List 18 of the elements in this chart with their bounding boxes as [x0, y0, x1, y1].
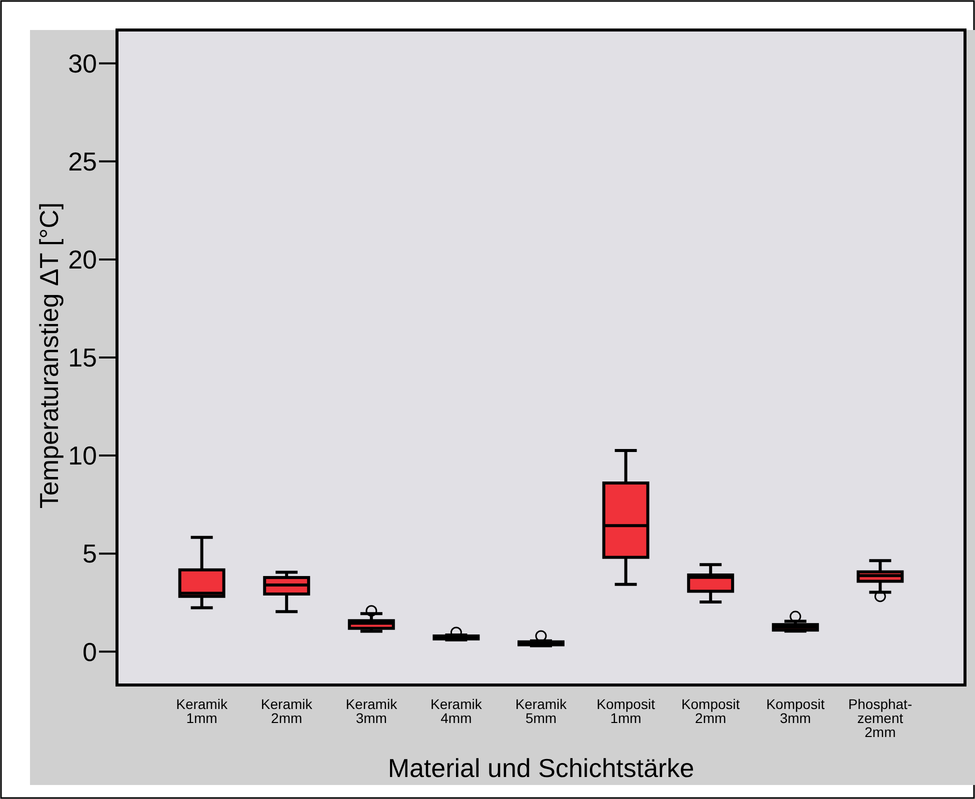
y-tick-label: 5	[82, 538, 97, 569]
y-tick-label: 0	[82, 636, 97, 667]
x-tick-label: Keramik 3mm	[346, 696, 398, 726]
x-tick-label: Keramik 4mm	[430, 696, 483, 726]
x-tick-label: Komposit 3mm	[766, 696, 825, 726]
x-tick-label: Phosphat- zement 2mm	[848, 696, 912, 740]
x-axis-title: Material und Schichtstärke	[388, 753, 694, 783]
y-tick-label: 30	[68, 48, 97, 78]
x-tick-label: Keramik 1mm	[176, 696, 228, 726]
y-tick-label: 20	[68, 244, 97, 275]
y-tick-label: 25	[68, 146, 97, 176]
x-tick-label: Keramik 2mm	[260, 696, 314, 726]
x-tick-label: Keramik 5mm	[515, 696, 568, 726]
y-tick-label: 10	[68, 440, 97, 471]
y-tick-label: 15	[68, 342, 97, 373]
y-axis-title: Temperaturanstieg ΔT [°C]	[34, 202, 64, 509]
x-tick-label: Komposit 1mm	[596, 696, 656, 726]
x-tick-label: Komposit 2mm	[681, 696, 740, 726]
